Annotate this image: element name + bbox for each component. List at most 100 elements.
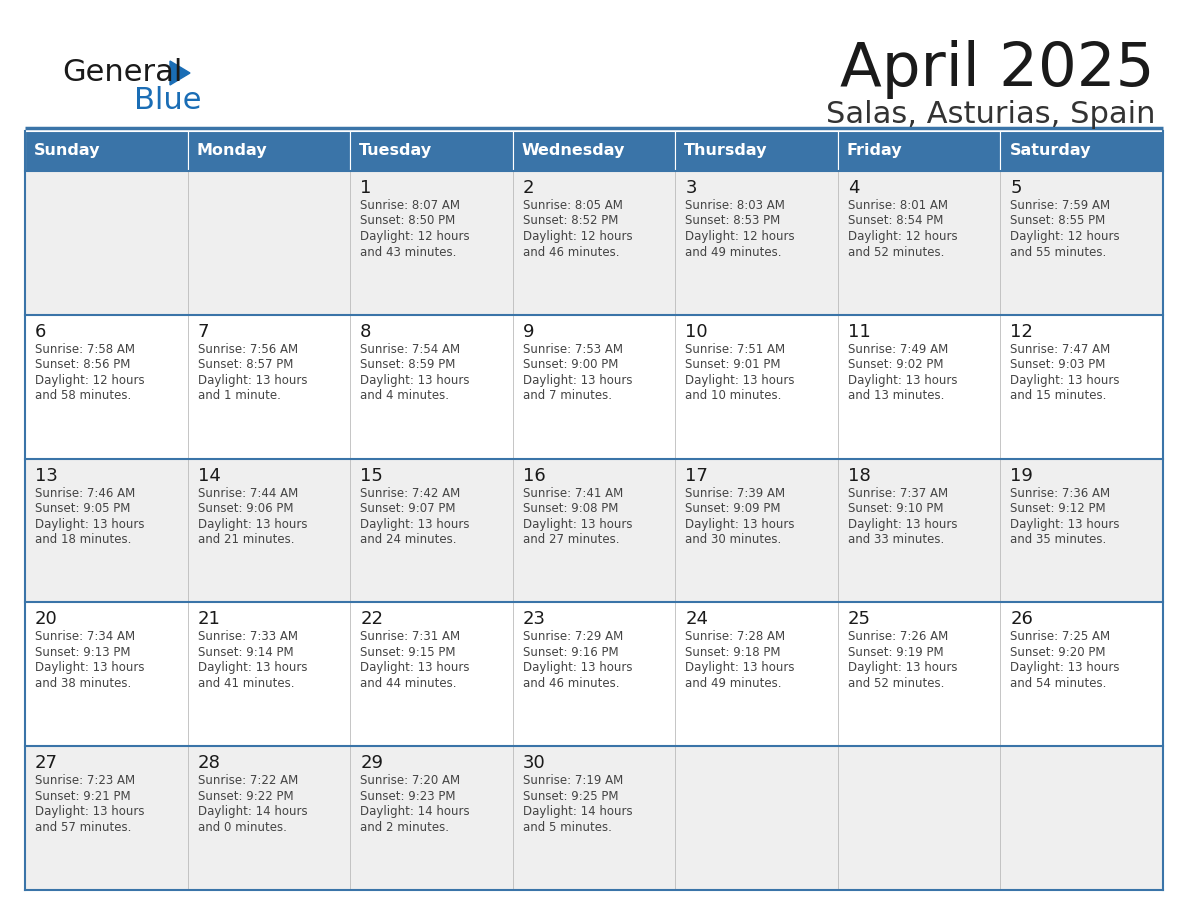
Text: 18: 18 [848, 466, 871, 485]
Bar [838, 459, 1000, 602]
Text: Daylight: 13 hours: Daylight: 13 hours [685, 374, 795, 386]
Text: Sunrise: 7:23 AM: Sunrise: 7:23 AM [34, 774, 135, 788]
Text: 27: 27 [34, 755, 58, 772]
Text: Sunset: 9:00 PM: Sunset: 9:00 PM [523, 358, 618, 371]
Text: and 52 minutes.: and 52 minutes. [848, 245, 944, 259]
Text: Daylight: 13 hours: Daylight: 13 hours [848, 661, 958, 675]
Text: Sunrise: 8:03 AM: Sunrise: 8:03 AM [685, 199, 785, 212]
Bar [25, 746, 188, 890]
Text: Sunrise: 7:19 AM: Sunrise: 7:19 AM [523, 774, 623, 788]
Text: Sunset: 9:23 PM: Sunset: 9:23 PM [360, 789, 456, 802]
Text: Daylight: 13 hours: Daylight: 13 hours [360, 374, 469, 386]
Bar [513, 171, 675, 315]
Text: Sunset: 8:55 PM: Sunset: 8:55 PM [1011, 215, 1106, 228]
Text: and 13 minutes.: and 13 minutes. [848, 389, 944, 402]
Text: Sunset: 8:52 PM: Sunset: 8:52 PM [523, 215, 618, 228]
Text: and 46 minutes.: and 46 minutes. [523, 677, 619, 690]
Text: Daylight: 13 hours: Daylight: 13 hours [34, 518, 145, 531]
Text: Sunset: 9:02 PM: Sunset: 9:02 PM [848, 358, 943, 371]
Bar [25, 171, 188, 315]
Text: Sunrise: 7:20 AM: Sunrise: 7:20 AM [360, 774, 460, 788]
Text: Sunrise: 8:05 AM: Sunrise: 8:05 AM [523, 199, 623, 212]
Text: Wednesday: Wednesday [522, 143, 625, 159]
Text: Daylight: 13 hours: Daylight: 13 hours [360, 518, 469, 531]
Bar [188, 459, 350, 602]
Text: and 24 minutes.: and 24 minutes. [360, 533, 456, 546]
Text: and 55 minutes.: and 55 minutes. [1011, 245, 1107, 259]
Text: and 43 minutes.: and 43 minutes. [360, 245, 456, 259]
Text: Sunrise: 7:51 AM: Sunrise: 7:51 AM [685, 342, 785, 356]
Text: Daylight: 12 hours: Daylight: 12 hours [1011, 230, 1120, 243]
Text: Tuesday: Tuesday [359, 143, 432, 159]
Text: Sunrise: 7:25 AM: Sunrise: 7:25 AM [1011, 631, 1111, 644]
Text: and 5 minutes.: and 5 minutes. [523, 821, 612, 834]
Text: Sunset: 9:13 PM: Sunset: 9:13 PM [34, 646, 131, 659]
Bar [25, 315, 188, 459]
Bar [25, 459, 188, 602]
Text: 11: 11 [848, 323, 871, 341]
Text: Sunrise: 7:54 AM: Sunrise: 7:54 AM [360, 342, 460, 356]
Bar [513, 746, 675, 890]
Text: Saturday: Saturday [1010, 143, 1091, 159]
Text: and 2 minutes.: and 2 minutes. [360, 821, 449, 834]
Text: and 10 minutes.: and 10 minutes. [685, 389, 782, 402]
Text: 1: 1 [360, 179, 372, 197]
Text: and 49 minutes.: and 49 minutes. [685, 677, 782, 690]
Text: Sunset: 9:10 PM: Sunset: 9:10 PM [848, 502, 943, 515]
Text: Sunset: 8:50 PM: Sunset: 8:50 PM [360, 215, 455, 228]
Text: Daylight: 12 hours: Daylight: 12 hours [34, 374, 145, 386]
Text: Sunrise: 7:53 AM: Sunrise: 7:53 AM [523, 342, 623, 356]
Text: Daylight: 12 hours: Daylight: 12 hours [685, 230, 795, 243]
Text: Sunset: 8:53 PM: Sunset: 8:53 PM [685, 215, 781, 228]
Bar [1000, 746, 1163, 890]
Text: Sunset: 9:12 PM: Sunset: 9:12 PM [1011, 502, 1106, 515]
Text: Sunset: 9:14 PM: Sunset: 9:14 PM [197, 646, 293, 659]
Text: and 52 minutes.: and 52 minutes. [848, 677, 944, 690]
Bar [1000, 602, 1163, 746]
Text: Sunrise: 7:28 AM: Sunrise: 7:28 AM [685, 631, 785, 644]
Text: Sunrise: 7:56 AM: Sunrise: 7:56 AM [197, 342, 298, 356]
Text: Sunrise: 7:33 AM: Sunrise: 7:33 AM [197, 631, 297, 644]
Text: Sunset: 9:03 PM: Sunset: 9:03 PM [1011, 358, 1106, 371]
Text: and 27 minutes.: and 27 minutes. [523, 533, 619, 546]
Text: Sunrise: 7:58 AM: Sunrise: 7:58 AM [34, 342, 135, 356]
Polygon shape [170, 61, 190, 85]
Text: Sunrise: 7:41 AM: Sunrise: 7:41 AM [523, 487, 623, 499]
Bar [513, 602, 675, 746]
Text: and 0 minutes.: and 0 minutes. [197, 821, 286, 834]
Text: Blue: Blue [134, 86, 202, 115]
Text: 21: 21 [197, 610, 221, 629]
Text: Daylight: 12 hours: Daylight: 12 hours [523, 230, 632, 243]
Bar [1000, 315, 1163, 459]
Text: Thursday: Thursday [684, 143, 767, 159]
Text: 2: 2 [523, 179, 535, 197]
Text: Daylight: 13 hours: Daylight: 13 hours [197, 518, 307, 531]
Bar [350, 315, 513, 459]
Text: Daylight: 13 hours: Daylight: 13 hours [197, 661, 307, 675]
Bar [350, 602, 513, 746]
Text: Sunrise: 7:22 AM: Sunrise: 7:22 AM [197, 774, 298, 788]
Text: Sunrise: 7:37 AM: Sunrise: 7:37 AM [848, 487, 948, 499]
Text: Salas, Asturias, Spain: Salas, Asturias, Spain [826, 100, 1155, 129]
Text: Sunrise: 7:49 AM: Sunrise: 7:49 AM [848, 342, 948, 356]
Text: General: General [62, 58, 183, 87]
Bar [838, 746, 1000, 890]
Text: 23: 23 [523, 610, 545, 629]
Text: Sunrise: 7:59 AM: Sunrise: 7:59 AM [1011, 199, 1111, 212]
Text: Daylight: 14 hours: Daylight: 14 hours [360, 805, 469, 818]
Text: April 2025: April 2025 [840, 40, 1155, 99]
Text: 16: 16 [523, 466, 545, 485]
Text: Daylight: 13 hours: Daylight: 13 hours [1011, 374, 1120, 386]
Text: Sunrise: 7:47 AM: Sunrise: 7:47 AM [1011, 342, 1111, 356]
Text: Sunset: 9:07 PM: Sunset: 9:07 PM [360, 502, 456, 515]
Text: Daylight: 13 hours: Daylight: 13 hours [360, 661, 469, 675]
Bar [675, 602, 838, 746]
Bar [1000, 171, 1163, 315]
Bar [188, 746, 350, 890]
Text: 6: 6 [34, 323, 46, 341]
Text: 9: 9 [523, 323, 535, 341]
Bar [188, 315, 350, 459]
Text: Sunset: 9:06 PM: Sunset: 9:06 PM [197, 502, 293, 515]
Text: Sunrise: 7:39 AM: Sunrise: 7:39 AM [685, 487, 785, 499]
Text: 10: 10 [685, 323, 708, 341]
